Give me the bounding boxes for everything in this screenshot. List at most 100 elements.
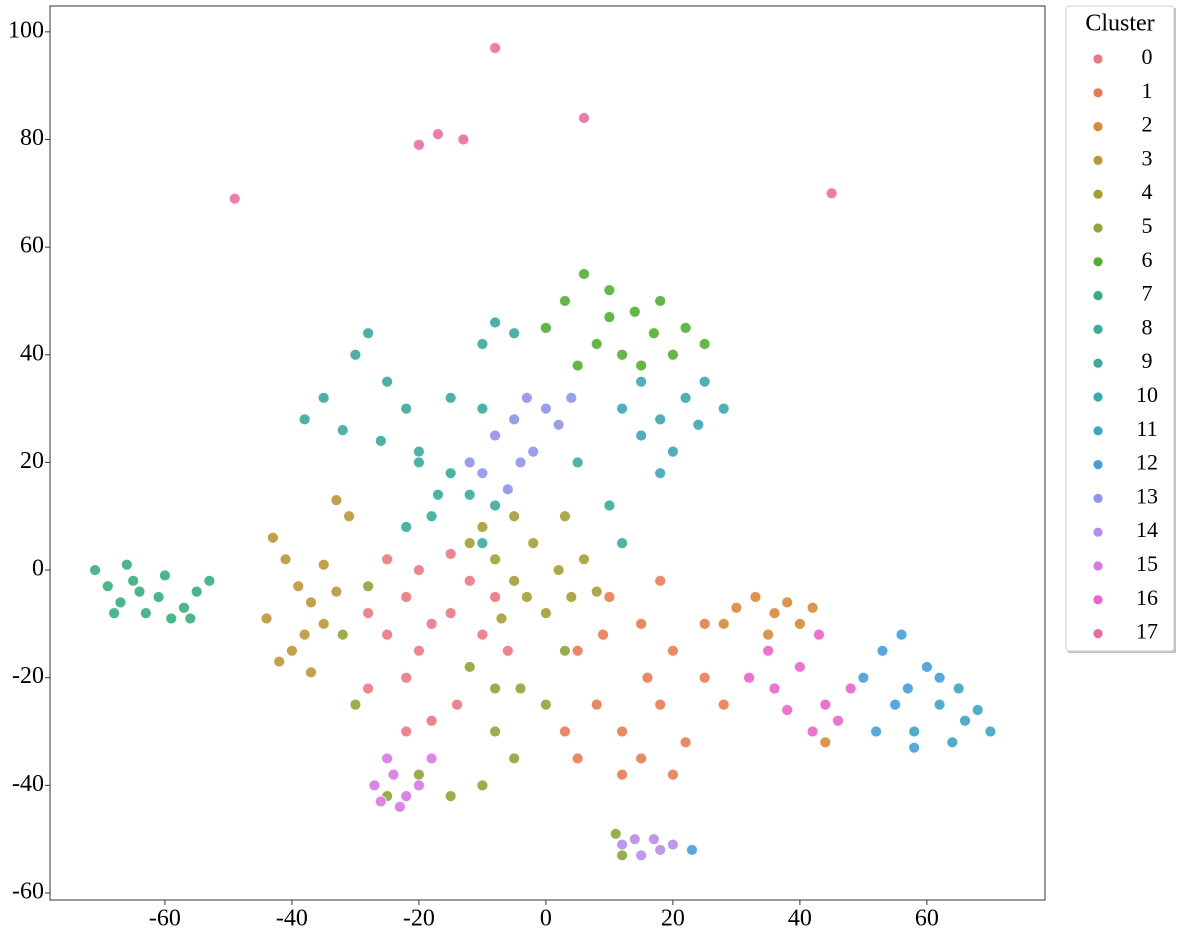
point — [317, 391, 330, 404]
legend-label: 17 — [1136, 619, 1158, 644]
legend-label: 16 — [1136, 585, 1158, 610]
point — [101, 580, 114, 593]
point — [628, 833, 641, 846]
y-tick-label: 20 — [20, 448, 44, 474]
point — [260, 612, 273, 625]
point — [667, 768, 679, 781]
point — [952, 682, 965, 695]
point — [768, 607, 781, 620]
legend-label: 15 — [1136, 551, 1158, 576]
point — [730, 601, 743, 614]
legend-box — [1065, 5, 1175, 652]
legend-label: 8 — [1142, 314, 1153, 339]
point — [857, 671, 870, 684]
point — [609, 827, 622, 840]
point — [400, 591, 413, 603]
point — [578, 112, 590, 124]
y-tick-label: 0 — [32, 556, 44, 582]
x-tick-label: -40 — [276, 906, 308, 932]
point — [362, 607, 375, 620]
y-tick-label: -20 — [12, 663, 44, 689]
point — [463, 456, 476, 469]
legend-marker — [1092, 290, 1104, 302]
point — [578, 268, 590, 280]
legend-marker — [1092, 323, 1104, 335]
legend-label: 2 — [1142, 112, 1153, 137]
legend-label: 4 — [1142, 179, 1153, 204]
legend-marker — [1092, 526, 1104, 538]
point — [374, 434, 387, 447]
legend-marker — [1092, 121, 1104, 132]
point — [946, 736, 959, 749]
point — [120, 558, 133, 571]
point — [520, 391, 533, 404]
point — [400, 671, 413, 684]
plot-frame — [49, 5, 1046, 901]
point — [286, 644, 298, 657]
legend-marker — [1092, 87, 1104, 99]
point — [603, 311, 616, 323]
legend-marker — [1092, 53, 1104, 65]
point — [425, 617, 438, 630]
point — [654, 413, 667, 426]
point — [463, 661, 476, 673]
point — [984, 725, 997, 738]
point — [908, 725, 921, 738]
point — [603, 591, 616, 603]
point — [444, 467, 457, 480]
point — [165, 612, 178, 625]
point — [343, 510, 355, 523]
point — [933, 698, 946, 711]
point — [870, 725, 882, 738]
point — [819, 736, 832, 749]
point — [794, 661, 806, 673]
y-tick-label: 80 — [20, 125, 44, 151]
point — [362, 682, 375, 695]
point — [667, 644, 679, 657]
point — [457, 133, 470, 146]
point — [635, 375, 648, 388]
point — [476, 779, 489, 792]
point — [520, 591, 533, 603]
legend-label: 9 — [1142, 348, 1153, 373]
point — [444, 548, 457, 560]
x-tick-label: -60 — [149, 906, 181, 932]
point — [489, 725, 502, 738]
legend-label: 1 — [1142, 78, 1153, 103]
point — [635, 429, 648, 442]
point — [603, 499, 616, 512]
point — [565, 391, 578, 404]
y-tick-label: 40 — [20, 340, 44, 366]
point — [679, 321, 692, 334]
point — [743, 671, 756, 684]
point — [762, 644, 775, 657]
point — [616, 402, 629, 415]
point — [476, 467, 489, 480]
point — [819, 698, 832, 711]
point — [565, 591, 578, 603]
point — [616, 838, 629, 851]
legend-marker — [1092, 492, 1104, 504]
point — [971, 704, 984, 716]
point — [806, 725, 819, 738]
point — [552, 564, 565, 576]
point — [139, 607, 152, 620]
point — [781, 704, 794, 716]
point — [425, 510, 438, 523]
point — [489, 429, 502, 442]
point — [178, 601, 190, 614]
point — [825, 187, 838, 200]
point — [413, 779, 425, 792]
point — [425, 752, 438, 765]
point — [540, 321, 552, 334]
point — [266, 531, 279, 544]
point — [717, 402, 730, 415]
point — [413, 445, 425, 458]
point — [89, 564, 101, 576]
point — [717, 698, 730, 711]
point — [698, 375, 711, 388]
legend-label: 3 — [1142, 145, 1153, 170]
point — [159, 569, 171, 582]
point — [228, 192, 241, 205]
